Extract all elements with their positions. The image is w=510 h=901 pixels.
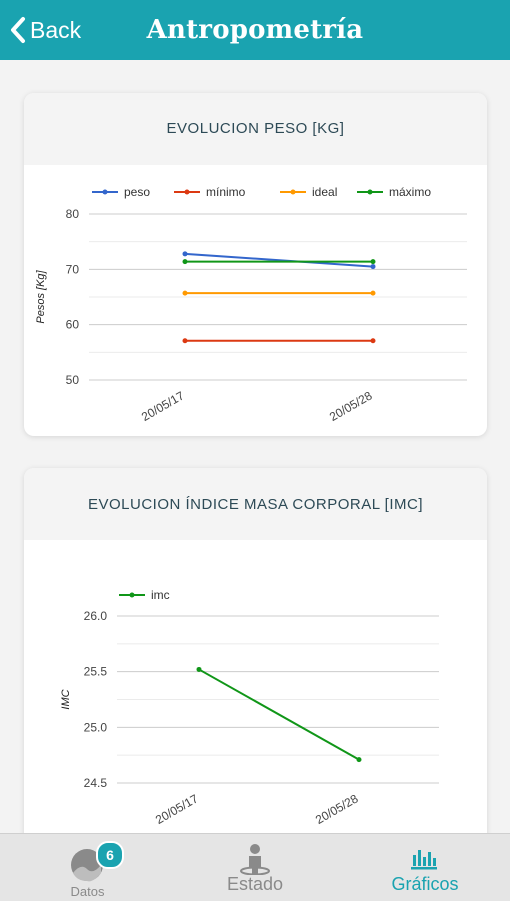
y-tick-label: 26.0 xyxy=(84,609,108,623)
y-tick-label: 24.5 xyxy=(84,776,108,790)
bmi-chart: 24.5 25.0 25.5 26.0 IMC 20/05/17 20/05/28 imc xyxy=(60,588,439,827)
legend-swatch-dot xyxy=(367,189,373,195)
legend-label: peso xyxy=(124,185,150,199)
tab-estado[interactable]: Estado xyxy=(200,834,310,901)
y-axis-label: IMC xyxy=(60,689,72,709)
weight-chart-title: EVOLUCION PESO [KG] xyxy=(24,93,487,165)
data-point xyxy=(182,338,188,344)
data-point xyxy=(370,338,376,344)
data-point xyxy=(370,259,376,265)
chevron-left-icon xyxy=(10,16,26,44)
x-tick-label: 20/05/28 xyxy=(327,388,375,424)
series-line-imc xyxy=(198,668,360,761)
bmi-chart-card: EVOLUCION ÍNDICE MASA CORPORAL [IMC] 24.… xyxy=(24,468,487,848)
y-tick-label: 60 xyxy=(66,318,80,332)
tab-estado-label: Estado xyxy=(226,874,284,894)
legend-label: mínimo xyxy=(206,185,246,199)
y-axis-label: Pesos [Kg] xyxy=(35,269,47,323)
x-tick-label: 20/05/17 xyxy=(153,791,201,827)
x-tick-label: 20/05/28 xyxy=(313,791,361,827)
x-tick-label: 20/05/17 xyxy=(139,388,187,424)
weight-chart: 50 60 70 80 Pesos [Kg] 20/05/17 20/05/28 peso mí… xyxy=(35,185,467,424)
y-tick-label: 50 xyxy=(66,373,80,387)
data-point xyxy=(182,290,188,296)
data-point xyxy=(370,264,376,270)
y-tick-label: 80 xyxy=(66,207,80,221)
bottom-tab-bar: 6 Datos Estado Gráficos xyxy=(0,833,510,901)
data-point xyxy=(356,757,362,763)
legend-label: máximo xyxy=(389,185,431,199)
legend-label: imc xyxy=(151,588,170,602)
bar-chart-icon xyxy=(410,846,438,875)
header-bar: Back Antropometría xyxy=(0,0,510,60)
back-button[interactable]: Back xyxy=(10,12,81,48)
legend-swatch-dot xyxy=(102,189,108,195)
legend-swatch-dot xyxy=(184,189,190,195)
legend-swatch-dot xyxy=(290,189,296,195)
datos-badge: 6 xyxy=(96,841,124,869)
series-line-peso xyxy=(184,252,374,268)
data-point xyxy=(370,290,376,296)
y-tick-label: 25.5 xyxy=(84,665,108,679)
back-label: Back xyxy=(30,16,82,43)
tab-datos-label: Datos xyxy=(70,884,105,899)
y-tick-label: 70 xyxy=(66,262,80,276)
tab-graficos-label: Gráficos xyxy=(391,874,459,894)
legend-label: ideal xyxy=(312,185,337,199)
bmi-chart-title: EVOLUCION ÍNDICE MASA CORPORAL [IMC] xyxy=(24,468,487,540)
tab-graficos[interactable]: Gráficos xyxy=(370,834,480,901)
data-point xyxy=(196,666,202,672)
y-tick-label: 25.0 xyxy=(84,720,108,734)
tab-datos[interactable]: 6 Datos xyxy=(40,834,135,901)
person-icon xyxy=(240,843,270,880)
legend-swatch-dot xyxy=(129,592,135,598)
page-title: Antropometría xyxy=(146,15,364,45)
gauge-icon xyxy=(69,847,105,888)
weight-chart-card: EVOLUCION PESO [KG] 50 60 70 80 Pesos [Kg] 20… xyxy=(24,93,487,436)
data-point xyxy=(182,251,188,257)
data-point xyxy=(182,259,188,265)
